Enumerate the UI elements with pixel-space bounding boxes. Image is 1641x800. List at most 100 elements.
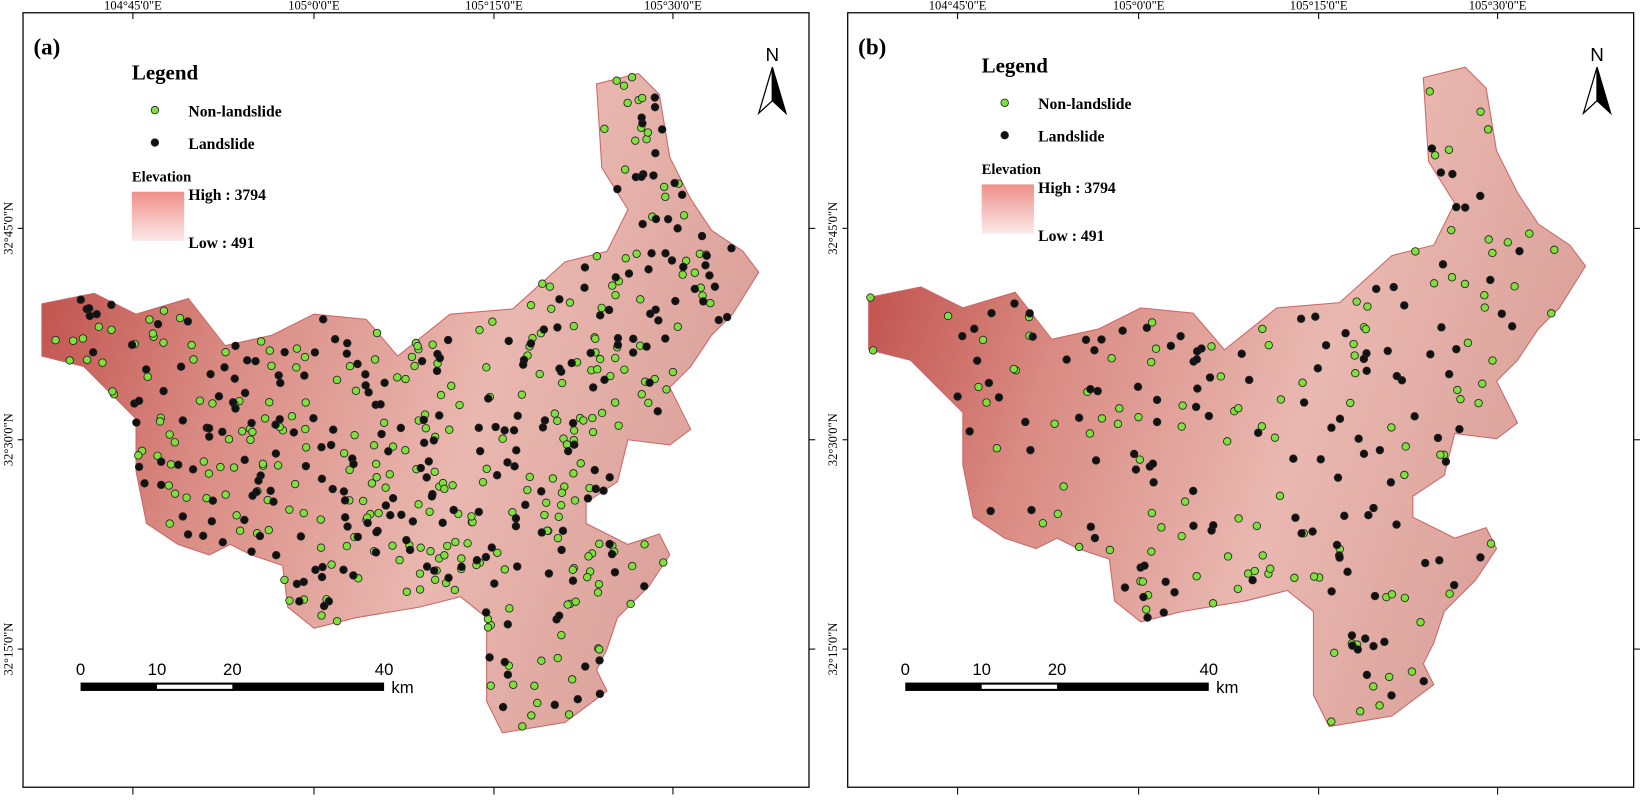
non-landslide-point — [1258, 551, 1267, 560]
non-landslide-point — [523, 485, 532, 495]
non-landslide-point — [430, 575, 440, 584]
non-landslide-point — [1484, 235, 1493, 244]
landslide-point — [647, 249, 656, 258]
landslide-point — [667, 256, 677, 265]
landslide-point — [142, 365, 151, 374]
non-landslide-point — [273, 461, 283, 470]
landslide-point — [1354, 434, 1363, 443]
non-landslide-point — [1233, 584, 1243, 594]
landslide-point — [555, 295, 564, 304]
landslide-point — [376, 400, 385, 409]
non-landslide-point — [1105, 545, 1115, 555]
landslide-point — [444, 573, 453, 582]
non-landslide-point — [385, 470, 394, 479]
landslide-point — [972, 356, 982, 365]
landslide-point — [1204, 411, 1214, 421]
landslide-point — [590, 465, 599, 475]
landslide-point — [591, 484, 600, 494]
landslide-point — [509, 426, 519, 435]
scale-unit: km — [391, 678, 413, 697]
landslide-point — [176, 362, 186, 371]
landslide-point — [1389, 282, 1398, 292]
study-area — [41, 72, 760, 734]
landslide-point — [491, 422, 500, 432]
landslide-point — [624, 269, 634, 278]
non-landslide-point — [1385, 672, 1394, 682]
landslide-point — [1097, 335, 1106, 344]
non-landslide-point — [195, 396, 205, 405]
non-landslide-point — [1134, 412, 1143, 422]
landslide-point — [1400, 301, 1409, 310]
landslide-point — [651, 305, 660, 314]
landslide-point — [645, 378, 654, 387]
landslide-point — [492, 471, 502, 480]
landslide-point — [1369, 503, 1378, 513]
longitude-label: 104°45'0"E — [929, 0, 987, 13]
landslide-point — [311, 565, 320, 575]
non-landslide-point — [1252, 521, 1261, 531]
non-landslide-point — [407, 352, 417, 362]
landslide-point — [289, 428, 299, 437]
landslide-point — [319, 601, 329, 611]
non-landslide-point — [1444, 145, 1454, 154]
non-landslide-point — [267, 361, 276, 371]
non-landslide-point — [1447, 225, 1456, 235]
landslide-point — [537, 528, 546, 537]
non-landslide-point — [416, 543, 425, 552]
landslide-point — [651, 214, 661, 224]
landslide-point — [1486, 275, 1495, 285]
non-landslide-point — [372, 328, 382, 338]
non-landslide-point — [1113, 419, 1123, 429]
non-landslide-point — [316, 543, 326, 552]
non-landslide-point — [673, 322, 682, 331]
landslide-point — [1170, 588, 1179, 597]
panel-label: (b) — [858, 34, 886, 60]
landslide-point — [1161, 577, 1170, 586]
landslide-point — [178, 512, 188, 521]
landslide-point — [318, 315, 328, 324]
non-landslide-point — [94, 322, 103, 332]
landslide-point — [1248, 576, 1257, 585]
non-landslide-point — [134, 451, 143, 460]
latitude-label: 32°15'0"N — [826, 623, 840, 676]
landslide-point — [987, 308, 996, 318]
non-landslide-point — [1264, 340, 1273, 350]
landslide-point — [1410, 412, 1419, 421]
landslide-point — [416, 463, 426, 473]
longitude-label: 105°30'0"E — [1469, 0, 1527, 13]
non-landslide-point — [637, 93, 647, 103]
landslide-point — [156, 457, 166, 466]
non-landslide-point — [527, 711, 536, 720]
non-landslide-point — [264, 525, 273, 535]
landslide-point — [984, 378, 994, 388]
landslide-point — [364, 388, 373, 397]
landslide-point — [1299, 398, 1309, 407]
legend-title: Legend — [982, 53, 1049, 77]
non-landslide-point — [526, 300, 536, 310]
landslide-point — [1362, 670, 1372, 680]
non-landslide-point — [583, 572, 592, 582]
non-landslide-point — [570, 496, 580, 505]
non-landslide-point — [1387, 423, 1396, 432]
legend: Legend Non-landslide Landslide Elevation Hig… — [131, 61, 282, 252]
non-landslide-point — [208, 399, 217, 408]
non-landslide-point — [554, 512, 563, 521]
landslide-point — [526, 339, 536, 348]
landslide-point — [628, 348, 638, 357]
non-landslide-point — [623, 98, 632, 108]
non-landslide-point — [1178, 401, 1187, 410]
north-arrow — [1582, 67, 1598, 116]
study-area — [866, 66, 1587, 728]
landslide-point — [208, 496, 218, 505]
non-landslide-point — [562, 440, 572, 449]
non-landslide-point — [370, 355, 380, 364]
landslide-point — [673, 224, 682, 233]
landslide-point — [994, 393, 1004, 402]
landslide-point — [640, 582, 649, 591]
landslide-point — [595, 656, 604, 665]
non-landslide-point — [260, 414, 270, 423]
non-landslide-point — [166, 460, 176, 469]
landslide-point — [402, 535, 411, 545]
landslide-point — [127, 340, 137, 350]
non-landslide-point — [287, 412, 297, 421]
